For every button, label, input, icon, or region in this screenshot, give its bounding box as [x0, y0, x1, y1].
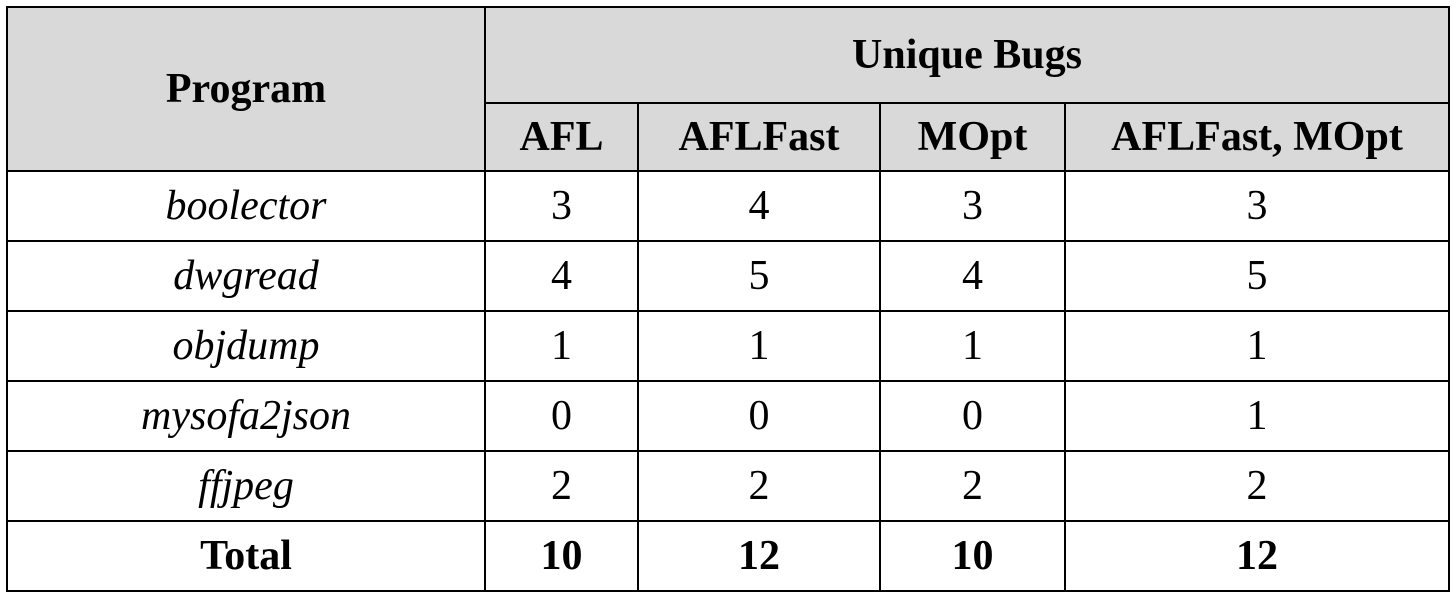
cell-aflfast-mopt: 2 — [1064, 450, 1450, 522]
column-header-aflfast: AFLFast — [637, 102, 881, 172]
cell-afl: 0 — [484, 380, 639, 452]
program-name: boolector — [6, 170, 486, 242]
cell-afl: 4 — [484, 240, 639, 312]
total-mopt: 10 — [879, 520, 1066, 592]
column-header-afl: AFL — [484, 102, 639, 172]
total-aflfast: 12 — [637, 520, 881, 592]
total-afl: 10 — [484, 520, 639, 592]
cell-mopt: 3 — [879, 170, 1066, 242]
cell-aflfast-mopt: 3 — [1064, 170, 1450, 242]
table-row: boolector 3 4 3 3 — [6, 170, 1450, 242]
table-row: objdump 1 1 1 1 — [6, 310, 1450, 382]
total-aflfast-mopt: 12 — [1064, 520, 1450, 592]
column-header-aflfast-mopt: AFLFast, MOpt — [1064, 102, 1450, 172]
header-row-top: Program Unique Bugs — [6, 6, 1450, 172]
column-header-mopt: MOpt — [879, 102, 1066, 172]
program-column-header: Program — [6, 6, 486, 172]
cell-aflfast-mopt: 5 — [1064, 240, 1450, 312]
cell-aflfast: 0 — [637, 380, 881, 452]
unique-bugs-table: Program Unique Bugs AFL AFLFast MOpt AFL… — [6, 6, 1450, 592]
cell-mopt: 1 — [879, 310, 1066, 382]
program-name: mysofa2json — [6, 380, 486, 452]
cell-aflfast-mopt: 1 — [1064, 310, 1450, 382]
cell-afl: 2 — [484, 450, 639, 522]
unique-bugs-group-header: Unique Bugs — [484, 6, 1450, 104]
cell-mopt: 2 — [879, 450, 1066, 522]
table-row: mysofa2json 0 0 0 1 — [6, 380, 1450, 452]
cell-mopt: 0 — [879, 380, 1066, 452]
cell-aflfast-mopt: 1 — [1064, 380, 1450, 452]
cell-mopt: 4 — [879, 240, 1066, 312]
cell-aflfast: 2 — [637, 450, 881, 522]
program-name: ffjpeg — [6, 450, 486, 522]
cell-afl: 3 — [484, 170, 639, 242]
program-name: objdump — [6, 310, 486, 382]
cell-aflfast: 5 — [637, 240, 881, 312]
table-row: ffjpeg 2 2 2 2 — [6, 450, 1450, 522]
table-row: dwgread 4 5 4 5 — [6, 240, 1450, 312]
cell-aflfast: 4 — [637, 170, 881, 242]
total-label: Total — [6, 520, 486, 592]
program-name: dwgread — [6, 240, 486, 312]
header-row-columns: AFL AFLFast MOpt AFLFast, MOpt — [7, 102, 1450, 172]
total-row: Total 10 12 10 12 — [6, 520, 1450, 592]
cell-afl: 1 — [484, 310, 639, 382]
cell-aflfast: 1 — [637, 310, 881, 382]
